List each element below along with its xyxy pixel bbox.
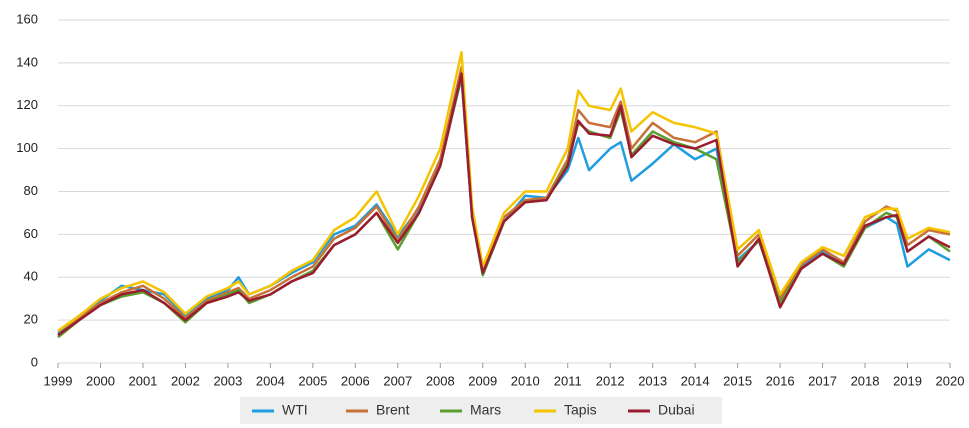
x-tick-label: 2017 bbox=[808, 373, 837, 388]
x-tick-label: 2008 bbox=[426, 373, 455, 388]
x-tick-label: 2005 bbox=[298, 373, 327, 388]
series-line bbox=[57, 72, 951, 337]
y-tick-label: 160 bbox=[16, 11, 38, 26]
y-tick-label: 60 bbox=[24, 226, 38, 241]
x-tick-label: 2007 bbox=[383, 373, 412, 388]
x-tick-label: 2009 bbox=[468, 373, 497, 388]
series-line bbox=[57, 65, 951, 337]
y-tick-label: 20 bbox=[24, 312, 38, 327]
series-line bbox=[57, 50, 951, 332]
x-tick-label: 2004 bbox=[256, 373, 285, 388]
legend-label: Tapis bbox=[564, 402, 597, 418]
x-tick-label: 2000 bbox=[86, 373, 115, 388]
x-tick-label: 2011 bbox=[554, 373, 582, 388]
x-tick-label: 2018 bbox=[851, 373, 880, 388]
x-tick-label: 2010 bbox=[511, 373, 540, 388]
series-line bbox=[57, 74, 951, 339]
x-tick-label: 2012 bbox=[596, 373, 625, 388]
x-tick-label: 1999 bbox=[44, 373, 73, 388]
x-tick-label: 2006 bbox=[341, 373, 370, 388]
y-tick-label: 100 bbox=[16, 140, 38, 155]
x-tick-label: 2002 bbox=[171, 373, 200, 388]
y-tick-label: 140 bbox=[16, 54, 38, 69]
y-tick-label: 40 bbox=[24, 269, 38, 284]
x-tick-label: 2013 bbox=[638, 373, 667, 388]
x-tick-label: 2016 bbox=[766, 373, 795, 388]
x-tick-label: 2003 bbox=[213, 373, 242, 388]
x-tick-label: 2015 bbox=[723, 373, 752, 388]
legend-label: Mars bbox=[470, 402, 501, 418]
x-tick-label: 2019 bbox=[893, 373, 922, 388]
x-tick-label: 2014 bbox=[681, 373, 710, 388]
y-tick-label: 80 bbox=[24, 183, 38, 198]
y-tick-label: 0 bbox=[31, 354, 38, 369]
y-tick-label: 120 bbox=[16, 97, 38, 112]
x-tick-label: 2020 bbox=[936, 373, 965, 388]
legend-label: Brent bbox=[376, 402, 410, 418]
legend-label: Dubai bbox=[658, 402, 695, 418]
legend-label: WTI bbox=[282, 402, 308, 418]
x-tick-label: 2001 bbox=[128, 373, 157, 388]
series-line bbox=[57, 76, 951, 334]
